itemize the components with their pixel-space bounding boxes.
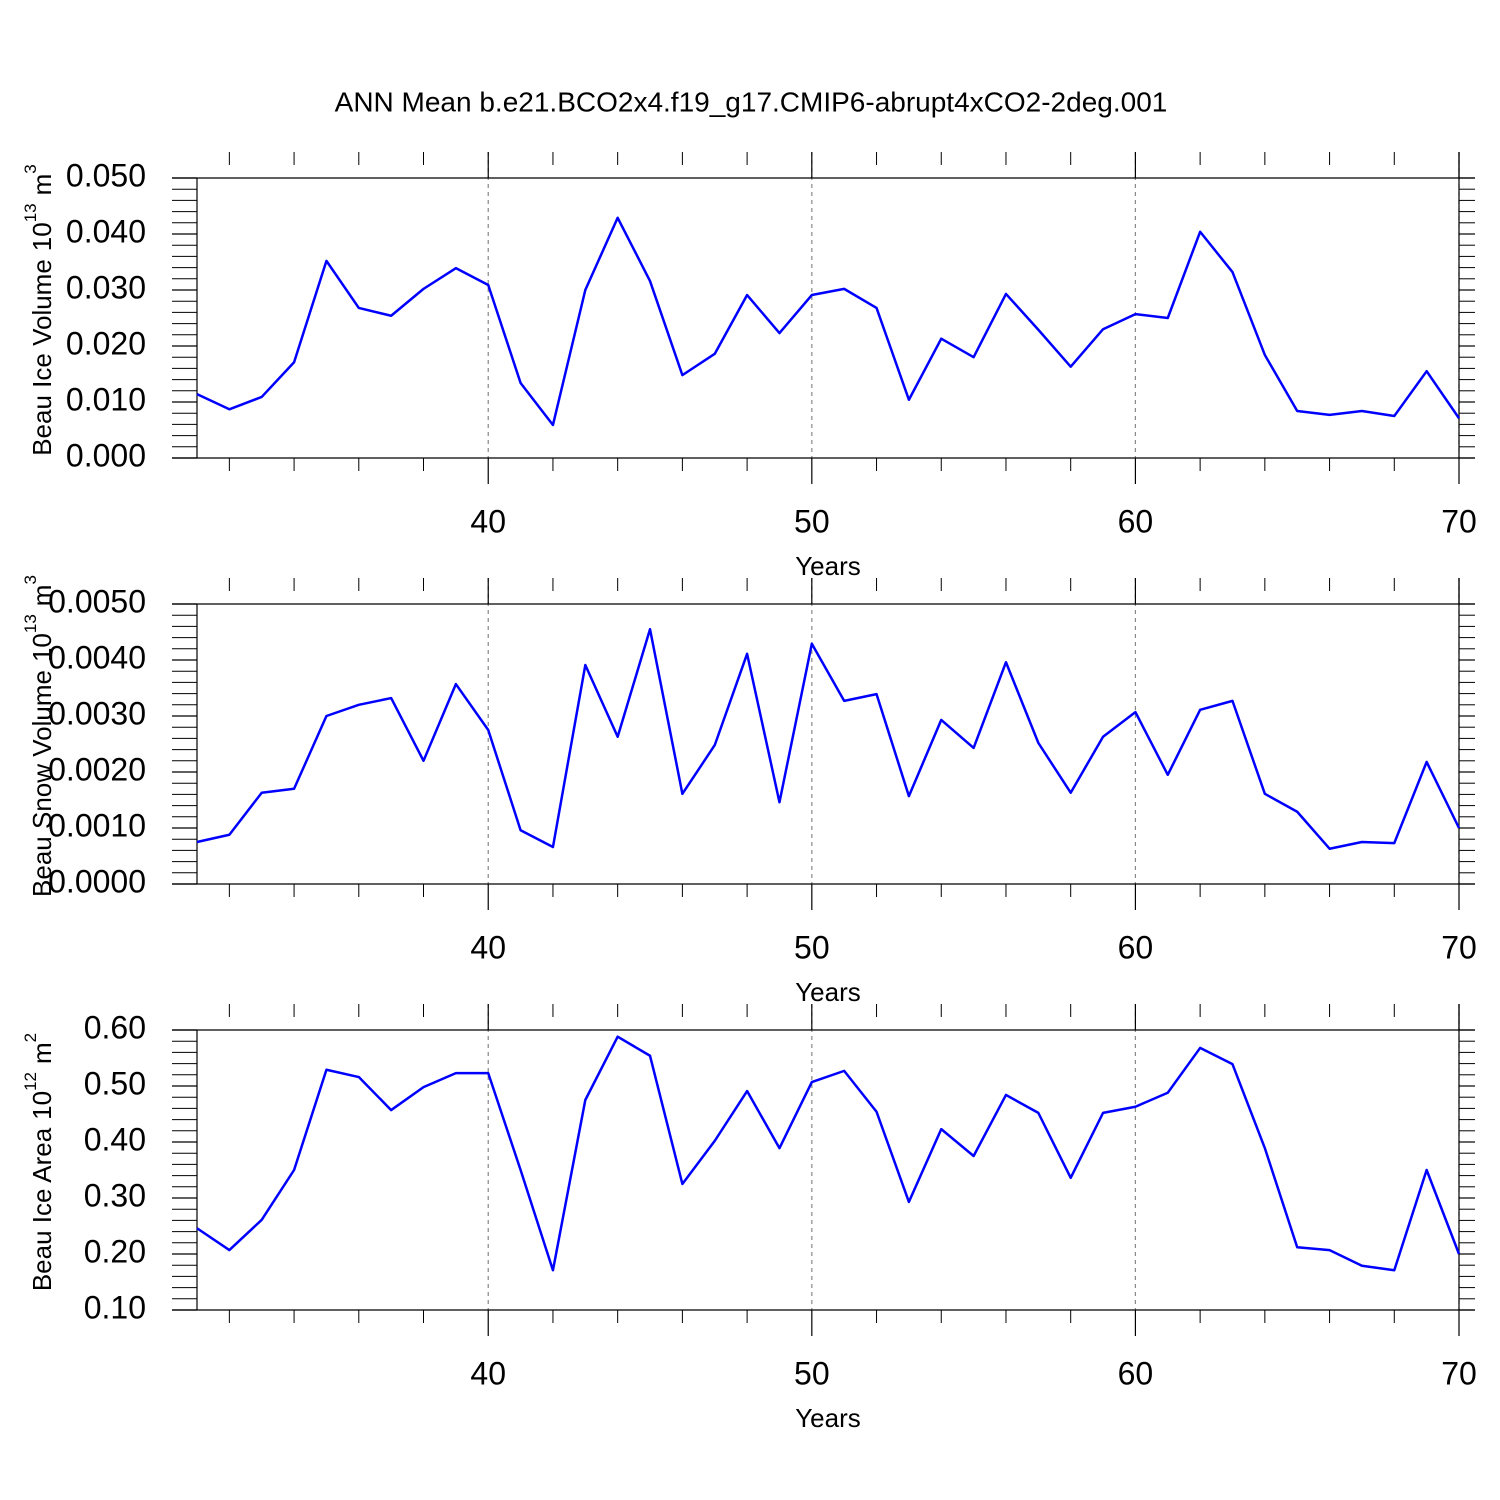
y-tick-label: 0.40	[84, 1121, 146, 1157]
x-tick-label: 40	[470, 1355, 506, 1391]
data-line	[196, 216, 1461, 427]
x-axis-label: Years	[795, 977, 861, 1007]
y-axis-label: Beau Ice Area 1012 m2	[21, 1033, 56, 1291]
y-tick-label: 0.0000	[48, 863, 146, 899]
y-tick-label: 0.020	[66, 325, 146, 361]
y-tick-label: 0.040	[66, 213, 146, 249]
y-tick-label: 0.0050	[48, 583, 146, 619]
y-axis-label-exponent: 13	[21, 614, 40, 633]
y-axis-label-text: Beau Ice Area	[27, 1127, 57, 1291]
y-tick-label: 0.010	[66, 381, 146, 417]
y-tick-label: 0.50	[84, 1065, 146, 1101]
y-tick-label: 0.050	[66, 157, 146, 193]
y-axis-label-unit: m	[27, 174, 57, 196]
y-axis-label-scale: 10	[27, 1091, 57, 1120]
y-axis-label-unit-exponent: 3	[21, 575, 40, 584]
y-tick-label: 0.10	[84, 1289, 146, 1325]
y-tick-label: 0.0040	[48, 639, 146, 675]
y-axis-label: Beau Ice Volume 1013 m3	[21, 164, 56, 456]
y-tick-label: 0.60	[84, 1009, 146, 1045]
y-tick-label: 0.030	[66, 269, 146, 305]
y-tick-label: 0.30	[84, 1177, 146, 1213]
y-tick-label: 0.0030	[48, 695, 146, 731]
data-line	[196, 627, 1461, 850]
x-tick-label: 60	[1118, 1355, 1154, 1391]
x-tick-label: 50	[794, 1355, 830, 1391]
x-tick-label: 60	[1118, 929, 1154, 965]
y-axis-label-exponent: 13	[21, 203, 40, 222]
x-tick-label: 40	[470, 929, 506, 965]
x-tick-label: 70	[1441, 929, 1477, 965]
y-axis-label: Beau Snow Volume 1013 m3	[21, 575, 56, 897]
chart-title: ANN Mean b.e21.BCO2x4.f19_g17.CMIP6-abru…	[335, 86, 1168, 117]
y-axis-label-unit: m	[27, 585, 57, 607]
y-axis-label-text: Beau Snow Volume	[27, 670, 57, 897]
x-tick-label: 70	[1441, 1355, 1477, 1391]
x-tick-label: 40	[470, 503, 506, 539]
y-tick-label: 0.0010	[48, 807, 146, 843]
y-axis-label-text: Beau Ice Volume	[27, 259, 57, 456]
y-axis-label-unit-exponent: 3	[21, 164, 40, 173]
y-axis-label-scale: 10	[27, 222, 57, 251]
x-tick-label: 50	[794, 929, 830, 965]
y-axis-label-unit: m	[27, 1042, 57, 1064]
x-tick-label: 50	[794, 503, 830, 539]
x-axis-label: Years	[795, 1403, 861, 1433]
y-axis-label-exponent: 12	[21, 1072, 40, 1091]
x-tick-label: 70	[1441, 503, 1477, 539]
y-tick-label: 0.000	[66, 437, 146, 473]
y-axis-label-scale: 10	[27, 633, 57, 662]
y-tick-label: 0.0020	[48, 751, 146, 787]
y-tick-label: 0.20	[84, 1233, 146, 1269]
x-axis-label: Years	[795, 551, 861, 581]
x-tick-label: 60	[1118, 503, 1154, 539]
y-axis-label-unit-exponent: 2	[21, 1033, 40, 1042]
data-line	[196, 1035, 1461, 1272]
